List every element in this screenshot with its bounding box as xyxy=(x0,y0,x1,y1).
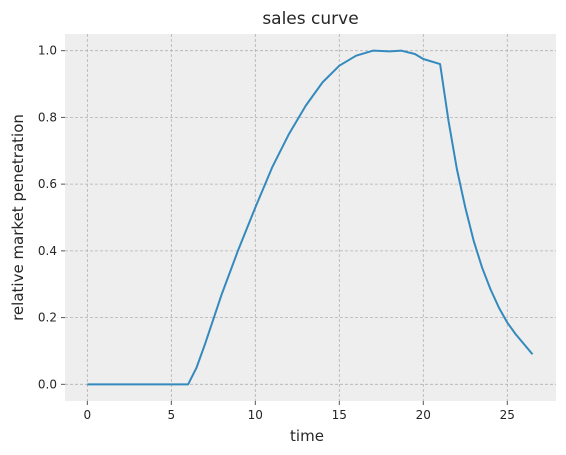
x-tick-label: 5 xyxy=(168,408,176,422)
y-tick-label: 0.4 xyxy=(38,244,57,258)
x-tick-label: 15 xyxy=(332,408,347,422)
y-tick-label: 0.2 xyxy=(38,311,57,325)
y-axis-ticks: 0.0 0.2 0.4 0.6 0.8 1.0 xyxy=(38,44,65,391)
y-tick-label: 0.8 xyxy=(38,110,57,124)
x-tick-label: 0 xyxy=(84,408,92,422)
y-tick-label: 1.0 xyxy=(38,44,57,58)
chart-title: sales curve xyxy=(262,9,358,29)
plot-area xyxy=(65,34,556,401)
x-axis-label: time xyxy=(290,427,324,445)
x-tick-label: 10 xyxy=(248,408,263,422)
x-tick-label: 20 xyxy=(416,408,431,422)
y-axis-label: relative market penetration xyxy=(9,114,27,321)
y-tick-label: 0.0 xyxy=(38,377,57,391)
x-axis-ticks: 0 5 10 15 20 25 xyxy=(84,401,515,422)
series-line xyxy=(87,49,534,386)
x-tick-label: 25 xyxy=(500,408,515,422)
y-tick-label: 0.6 xyxy=(38,177,57,191)
